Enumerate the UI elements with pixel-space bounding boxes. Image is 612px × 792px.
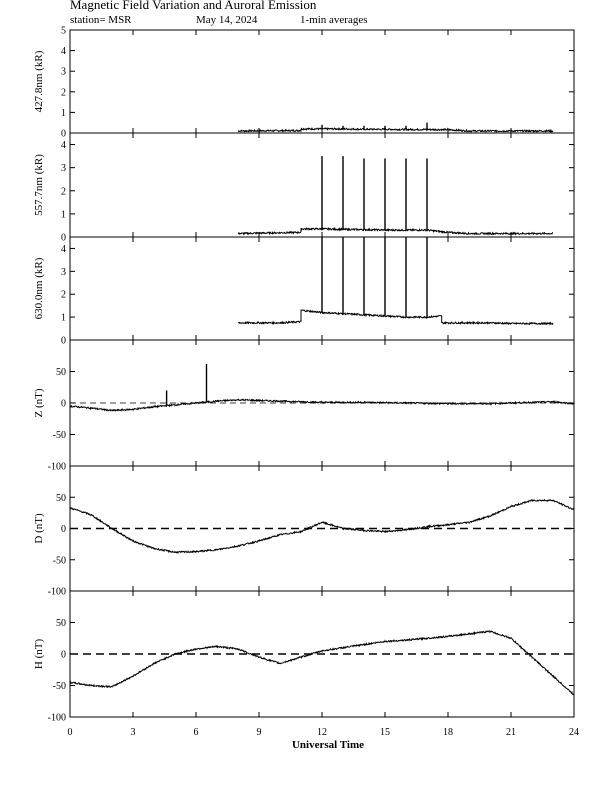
- series-line: [237, 227, 554, 236]
- y-axis-title: 557.7nm (kR): [33, 154, 45, 216]
- y-tick-label: -100: [48, 713, 66, 724]
- y-tick-label: 1: [61, 209, 66, 220]
- x-tick-label: 0: [68, 727, 73, 738]
- x-axis-title: Universal Time: [292, 739, 364, 751]
- x-tick-label: 18: [443, 727, 453, 738]
- y-axis-title: Z (nT): [33, 388, 45, 417]
- y-tick-label: 0: [61, 336, 66, 347]
- y-tick-label: 1: [61, 108, 66, 119]
- y-tick-label: 0: [61, 399, 66, 410]
- series-line: [237, 126, 554, 134]
- y-tick-label: 3: [61, 67, 66, 78]
- figure-title: Magnetic Field Variation and Auroral Emi…: [70, 0, 317, 12]
- date-label: May 14, 2024: [196, 14, 258, 26]
- y-tick-label: 5: [61, 26, 66, 37]
- y-tick-label: -50: [53, 430, 66, 441]
- y-tick-label: 50: [56, 618, 66, 629]
- x-tick-label: 21: [506, 727, 516, 738]
- y-tick-label: -100: [48, 462, 66, 473]
- y-tick-label: 0: [61, 129, 66, 140]
- y-tick-label: 2: [61, 186, 66, 197]
- x-tick-label: 12: [317, 727, 327, 738]
- y-tick-label: 3: [61, 163, 66, 174]
- y-axis-title: 630.0nm (kR): [33, 257, 45, 319]
- averaging-label: 1-min averages: [300, 14, 368, 26]
- y-tick-label: -100: [48, 587, 66, 598]
- y-tick-label: -50: [53, 681, 66, 692]
- series-line: [69, 498, 575, 554]
- y-tick-label: 3: [61, 267, 66, 278]
- y-tick-label: 50: [56, 493, 66, 504]
- y-axis-title: H (nT): [33, 639, 45, 670]
- y-tick-label: 4: [61, 140, 66, 151]
- x-tick-label: 24: [569, 727, 579, 738]
- y-tick-label: 0: [61, 650, 66, 661]
- x-tick-label: 15: [380, 727, 390, 738]
- station-label: station= MSR: [70, 14, 132, 26]
- y-tick-label: -50: [53, 555, 66, 566]
- y-tick-label: 4: [61, 244, 66, 255]
- y-tick-label: 2: [61, 87, 66, 98]
- panel-frame: [69, 29, 575, 134]
- x-tick-label: 3: [131, 727, 136, 738]
- series-line: [237, 309, 554, 326]
- y-tick-label: 50: [56, 367, 66, 378]
- y-tick-label: 4: [61, 46, 66, 57]
- y-tick-label: 1: [61, 313, 66, 324]
- x-tick-label: 9: [257, 727, 262, 738]
- y-tick-label: 0: [61, 233, 66, 244]
- y-axis-title: 427.8nm (kR): [33, 50, 45, 112]
- series-line: [69, 629, 575, 696]
- series-line: [69, 398, 575, 412]
- y-tick-label: 0: [61, 524, 66, 535]
- y-axis-title: D (nT): [33, 513, 45, 544]
- y-tick-label: 2: [61, 290, 66, 301]
- x-tick-label: 6: [194, 727, 199, 738]
